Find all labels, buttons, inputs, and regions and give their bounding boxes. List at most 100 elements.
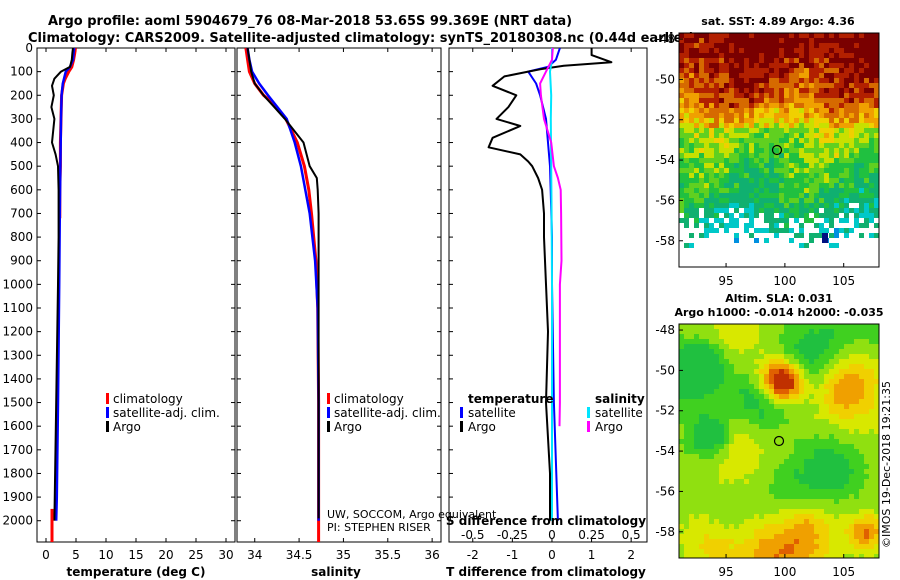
sst-cell — [729, 223, 734, 228]
sla-cell — [754, 524, 759, 529]
sst-cell — [754, 103, 759, 108]
sla-cell — [834, 384, 839, 389]
sla-cell — [824, 419, 829, 424]
sla-cell — [759, 399, 764, 404]
sst-cell — [749, 213, 754, 218]
sst-cell — [824, 183, 829, 188]
sla-cell — [789, 524, 794, 529]
sla-cell — [754, 359, 759, 364]
sla-cell — [799, 534, 804, 539]
sst-cell — [724, 128, 729, 133]
legend-swatch-climatology — [327, 393, 330, 404]
sla-cell — [839, 464, 844, 469]
sst-cell — [754, 188, 759, 193]
sst-cell — [709, 33, 714, 38]
sla-cell — [854, 354, 859, 359]
sst-cell — [709, 148, 714, 153]
sla-cell — [864, 479, 869, 484]
sla-cell — [724, 484, 729, 489]
sst-cell — [864, 203, 869, 208]
sst-cell — [774, 203, 779, 208]
sla-cell — [859, 324, 864, 329]
sla-cell — [794, 414, 799, 419]
sla-cell — [784, 409, 789, 414]
sla-cell — [714, 509, 719, 514]
sst-argo-position-marker — [771, 144, 783, 156]
sst-cell — [819, 128, 824, 133]
sst-cell — [724, 38, 729, 43]
sst-cell — [844, 203, 849, 208]
sla-cell — [874, 469, 879, 474]
sla-cell — [829, 464, 834, 469]
sst-cell — [684, 243, 689, 248]
sst-cell — [799, 223, 804, 228]
sla-cell — [684, 374, 689, 379]
sst-cell — [779, 138, 784, 143]
sst-cell — [829, 208, 834, 213]
sla-cell — [734, 359, 739, 364]
sla-cell — [679, 514, 684, 519]
sla-cell — [679, 344, 684, 349]
sst-cell — [754, 58, 759, 63]
sla-cell — [819, 529, 824, 534]
sla-cell — [759, 514, 764, 519]
sst-cell — [859, 58, 864, 63]
sst-cell — [694, 103, 699, 108]
sla-cell — [694, 519, 699, 524]
sla-cell — [764, 354, 769, 359]
sst-cell — [689, 233, 694, 238]
sst-cell — [859, 208, 864, 213]
sst-cell — [839, 108, 844, 113]
sla-cell — [804, 419, 809, 424]
sla-cell — [874, 494, 879, 499]
sst-cell — [724, 113, 729, 118]
sst-cell — [844, 103, 849, 108]
sst-cell — [784, 58, 789, 63]
sla-cell — [714, 374, 719, 379]
sla-cell — [754, 394, 759, 399]
sla-cell — [774, 449, 779, 454]
sla-cell — [764, 549, 769, 554]
sla-cell — [764, 429, 769, 434]
sst-cell — [804, 163, 809, 168]
sla-cell — [714, 494, 719, 499]
sla-cell — [869, 549, 874, 554]
sst-cell — [799, 43, 804, 48]
sst-cell — [724, 148, 729, 153]
sla-cell — [759, 379, 764, 384]
sst-cell — [719, 223, 724, 228]
sla-cell — [804, 354, 809, 359]
sla-cell — [874, 539, 879, 544]
sst-cell — [754, 83, 759, 88]
sla-cell — [679, 459, 684, 464]
sla-cell — [789, 354, 794, 359]
sst-cell — [799, 88, 804, 93]
sla-cell — [764, 409, 769, 414]
sst-cell — [829, 153, 834, 158]
sla-cell — [789, 459, 794, 464]
sst-cell — [829, 188, 834, 193]
sst-cell — [724, 228, 729, 233]
sst-cell — [869, 188, 874, 193]
sla-cell — [679, 369, 684, 374]
sla-cell — [779, 494, 784, 499]
sst-cell — [809, 33, 814, 38]
sla-cell — [739, 544, 744, 549]
sst-cell — [794, 93, 799, 98]
sst-cell — [779, 58, 784, 63]
sst-cell — [809, 183, 814, 188]
sla-cell — [829, 479, 834, 484]
sla-cell — [814, 514, 819, 519]
sst-cell — [789, 178, 794, 183]
sst-cell — [699, 68, 704, 73]
sla-cell — [844, 399, 849, 404]
sla-cell — [734, 329, 739, 334]
sla-cell — [744, 364, 749, 369]
sst-cell — [774, 38, 779, 43]
sla-cell — [829, 404, 834, 409]
sst-cell — [699, 123, 704, 128]
x-tick-label: 1 — [588, 548, 596, 562]
sla-cell — [719, 494, 724, 499]
sla-cell — [714, 369, 719, 374]
sst-cell — [804, 33, 809, 38]
